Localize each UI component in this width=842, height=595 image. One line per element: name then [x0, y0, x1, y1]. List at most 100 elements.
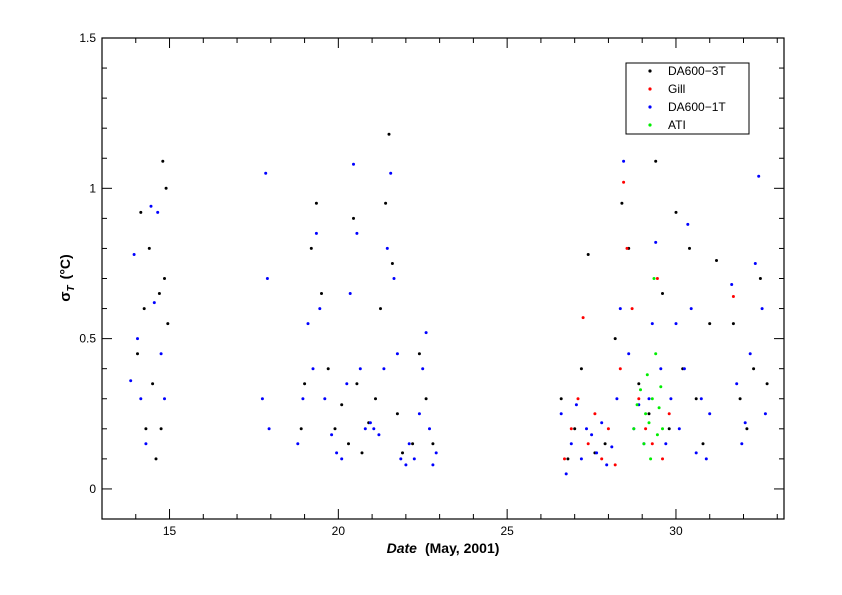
data-point: [752, 367, 756, 371]
data-point: [622, 180, 626, 184]
data-point: [652, 277, 656, 280]
data-point: [299, 427, 303, 431]
data-point: [654, 240, 658, 244]
legend-label: Gill: [668, 82, 685, 96]
data-point: [318, 307, 322, 311]
data-point: [303, 382, 307, 386]
data-point: [417, 352, 421, 356]
data-point: [595, 451, 599, 455]
data-point: [360, 451, 364, 455]
data-point: [372, 427, 376, 431]
y-tick-label: 1.5: [79, 31, 96, 45]
data-point: [390, 262, 394, 265]
data-point: [431, 463, 435, 467]
data-point: [323, 397, 327, 401]
data-point: [657, 406, 661, 410]
data-point: [161, 159, 165, 163]
data-point: [335, 451, 339, 455]
data-point: [407, 442, 411, 446]
x-axis-title-rest: (May, 2001): [425, 540, 499, 556]
series-layer: [129, 132, 769, 476]
data-point: [586, 442, 590, 446]
data-point: [330, 433, 334, 437]
data-point: [603, 442, 607, 446]
data-point: [301, 397, 305, 401]
data-point: [610, 445, 614, 449]
data-point: [395, 412, 399, 416]
data-point: [340, 457, 344, 461]
data-point: [635, 403, 639, 407]
data-point: [149, 204, 153, 208]
data-point: [745, 427, 749, 431]
data-point: [563, 457, 566, 461]
data-point: [139, 397, 143, 401]
ticks-layer: [101, 37, 784, 520]
data-point: [314, 201, 318, 205]
y-tick-label: 1: [89, 181, 96, 195]
data-point: [164, 186, 168, 190]
x-axis-title-italic: Date: [387, 540, 418, 556]
data-point: [311, 367, 315, 371]
data-point: [674, 322, 678, 326]
data-point: [731, 322, 735, 326]
data-point: [708, 322, 712, 326]
data-point: [630, 307, 634, 311]
legend-label: DA600−3T: [668, 64, 726, 78]
data-point: [637, 382, 641, 386]
x-tick-label: 30: [669, 524, 683, 538]
data-point: [352, 162, 355, 166]
data-point: [326, 367, 330, 371]
data-point: [574, 403, 578, 407]
data-point: [753, 262, 757, 265]
data-point: [765, 382, 769, 386]
data-point: [411, 442, 415, 446]
data-point: [384, 201, 388, 205]
y-axis-title-symbol: σ: [57, 291, 74, 301]
data-point: [748, 352, 752, 356]
data-point: [347, 442, 350, 446]
data-point: [139, 210, 143, 214]
legend-frame: [625, 62, 750, 135]
data-point: [738, 397, 742, 401]
data-point: [581, 316, 585, 320]
data-point: [573, 427, 577, 431]
data-point: [704, 457, 708, 461]
data-point: [735, 382, 739, 386]
data-point: [661, 292, 664, 295]
data-point: [637, 397, 641, 401]
data-point: [731, 295, 735, 298]
data-point: [156, 210, 160, 214]
data-point: [387, 132, 391, 136]
data-point: [654, 159, 658, 163]
data-point: [650, 397, 654, 401]
data-point: [368, 421, 372, 425]
tick-labels-layer: 15 20 25 30 0 0.5 1 1.5: [79, 31, 683, 538]
data-point: [686, 222, 690, 226]
data-point: [682, 367, 686, 371]
data-point: [659, 385, 663, 389]
data-point: [743, 421, 747, 425]
data-point: [694, 451, 698, 455]
y-tick-label: 0: [89, 482, 96, 496]
data-point: [639, 388, 642, 392]
data-point: [649, 457, 653, 461]
data-point: [260, 397, 264, 401]
data-point: [645, 373, 649, 377]
data-point: [650, 322, 654, 326]
data-point: [655, 433, 659, 437]
data-point: [144, 427, 148, 431]
data-point: [730, 283, 734, 286]
data-point: [613, 337, 617, 341]
data-point: [677, 427, 681, 431]
data-point: [618, 307, 622, 311]
data-point: [395, 352, 399, 356]
data-point: [129, 379, 133, 383]
legend-marker: [648, 105, 652, 109]
data-point: [579, 367, 583, 371]
data-point: [267, 427, 271, 431]
data-point: [159, 427, 163, 431]
data-point: [132, 253, 136, 256]
data-point: [593, 412, 597, 416]
data-point: [763, 412, 767, 416]
data-point: [654, 352, 658, 356]
